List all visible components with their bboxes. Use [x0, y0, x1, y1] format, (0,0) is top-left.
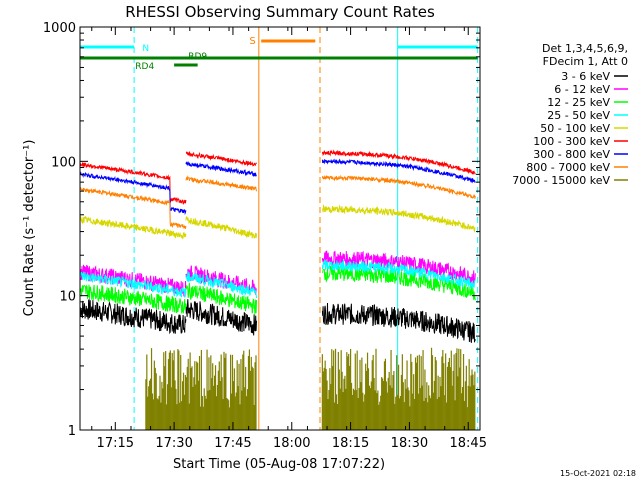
legend-entry-label: 300 - 800 keV	[533, 148, 610, 161]
plot-area	[79, 27, 479, 430]
legend-entry-label: 50 - 100 keV	[540, 122, 610, 135]
flag-label-n: N	[142, 44, 149, 54]
plot-frame	[79, 26, 481, 431]
flag-label-rd9: RD9	[188, 52, 207, 62]
x-axis-label: Start Time (05-Aug-08 17:07:22)	[173, 457, 385, 472]
x-tick-label: 17:30	[155, 436, 192, 451]
axes: 1 10 100 1000 17:15 17:30 17:45 18:00 18:15 18:30…	[43, 21, 487, 451]
legend-header-line: FDecim 1, Att 0	[543, 55, 628, 68]
legend-entry-label: 100 - 300 keV	[533, 135, 610, 148]
x-tick-label: 18:15	[332, 436, 369, 451]
x-tick-label: 17:45	[214, 436, 251, 451]
legend-entry-label: 12 - 25 keV	[547, 96, 610, 109]
legend-entry-label: 7000 - 15000 keV	[512, 174, 610, 187]
y-tick-label: 10	[59, 290, 76, 305]
legend-entry-label: 25 - 50 keV	[547, 109, 610, 122]
footer-timestamp: 15-Oct-2021 02:18	[560, 469, 636, 478]
series-line-4	[79, 203, 476, 240]
x-tick-label: 18:30	[391, 436, 428, 451]
series-line-0	[79, 298, 476, 343]
series-line-5	[79, 149, 476, 205]
legend: Det 1,3,4,5,6,9,FDecim 1, Att 0 3 - 6 keV…	[512, 42, 628, 187]
x-tick-label: 18:00	[273, 436, 310, 451]
series-line-7	[80, 174, 476, 230]
x-tick-label: 18:45	[450, 436, 487, 451]
legend-header-line: Det 1,3,4,5,6,9,	[542, 42, 628, 55]
y-axis-label: Count Rate (s⁻¹ detector⁻¹)	[22, 140, 37, 317]
series-line-6	[79, 158, 476, 216]
legend-entry-label: 6 - 12 keV	[554, 83, 610, 96]
observing-flags: N S RD4 RD9	[80, 36, 478, 72]
y-tick-label: 1	[68, 424, 76, 439]
flag-label-rd4: RD4	[135, 62, 154, 72]
y-tick-label: 100	[51, 155, 76, 170]
x-tick-label: 17:15	[97, 436, 134, 451]
y-tick-label: 1000	[43, 21, 76, 36]
flag-label-s: S	[249, 36, 255, 47]
chart-title: RHESSI Observing Summary Count Rates	[125, 3, 435, 21]
legend-entry-label: 3 - 6 keV	[561, 70, 610, 83]
series-line-3	[79, 258, 476, 298]
legend-entry-label: 800 - 7000 keV	[526, 161, 610, 174]
